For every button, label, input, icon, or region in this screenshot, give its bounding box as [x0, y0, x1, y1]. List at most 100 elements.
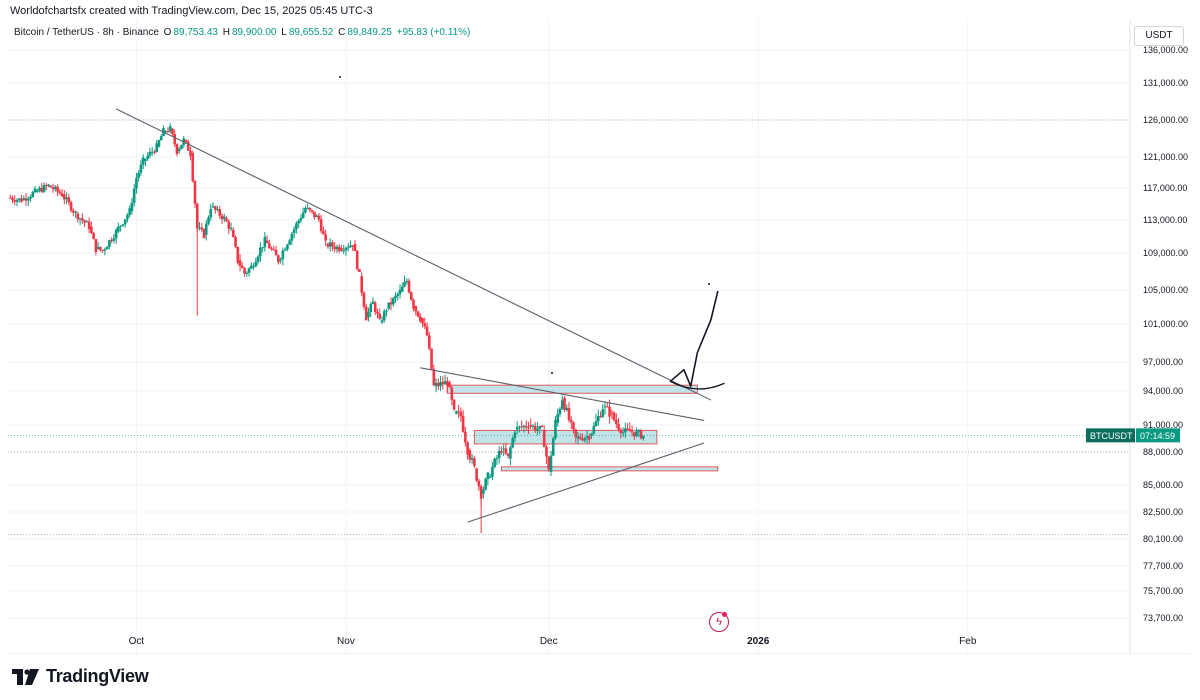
candle-body — [268, 243, 271, 249]
candle-body — [328, 242, 332, 247]
candle-body — [274, 249, 278, 256]
candle-body — [486, 472, 490, 480]
candle-body — [99, 246, 102, 251]
y-tick-label: 121,000.00 — [1143, 152, 1188, 162]
candle-body — [515, 427, 519, 430]
tradingview-logo-text: TradingView — [46, 666, 149, 686]
candle-body — [569, 420, 573, 423]
candle-body — [342, 250, 345, 252]
candle-body — [518, 426, 521, 428]
candle-body — [423, 323, 427, 327]
candle-body — [319, 219, 323, 232]
candle-body — [373, 302, 377, 313]
candle-body — [482, 489, 485, 494]
lightning-icon[interactable]: ϟ — [709, 612, 729, 632]
plot-background — [8, 20, 1130, 654]
candle-body — [511, 438, 514, 448]
y-tick-label: 91,000.00 — [1143, 420, 1183, 430]
trendline — [420, 367, 705, 422]
low-value: 89,655.52 — [288, 27, 334, 38]
y-tick-label: 77,700.00 — [1143, 561, 1183, 571]
candle-body — [69, 202, 73, 211]
candle-body — [40, 187, 44, 192]
candle-body — [139, 164, 143, 173]
candle-body — [65, 197, 68, 200]
candle-body — [533, 425, 537, 431]
candle-body — [506, 453, 510, 457]
candle-body — [376, 312, 379, 314]
candle-body — [391, 298, 395, 305]
candle-body — [164, 131, 168, 133]
candle-body — [437, 383, 440, 387]
notification-dot-icon — [722, 612, 727, 617]
candle-body — [590, 433, 593, 436]
candle-body — [563, 397, 566, 410]
candle-body — [94, 238, 98, 252]
support-resistance-zone — [500, 466, 719, 472]
x-tick-label: Feb — [959, 636, 977, 647]
open-value: 89,753.43 — [173, 27, 218, 38]
high-value: 89,900.00 — [231, 27, 277, 38]
candle-body — [455, 411, 458, 414]
candle-body — [491, 466, 494, 477]
candle-body — [536, 428, 539, 431]
candle-body — [241, 265, 244, 269]
tradingview-logo[interactable]: TradingView — [12, 666, 149, 687]
candle-body — [193, 180, 197, 204]
x-tick-label: Dec — [540, 636, 558, 647]
support-resistance-zone — [446, 384, 698, 394]
y-tick-label: 73,700.00 — [1143, 613, 1183, 623]
candle-body — [428, 335, 431, 349]
candle-body — [234, 237, 237, 247]
candle-body — [304, 208, 307, 213]
candle-body — [38, 187, 41, 191]
candle-body — [47, 184, 50, 186]
candle-body — [439, 382, 442, 387]
candle-body — [425, 326, 429, 336]
candle-body — [610, 412, 614, 414]
candle-body — [346, 247, 350, 249]
candle-body — [148, 152, 152, 156]
candle-body — [283, 249, 287, 251]
candle-body — [195, 203, 199, 229]
support-resistance-zone — [473, 429, 658, 445]
candle-body — [26, 198, 30, 201]
candle-body — [35, 190, 39, 192]
candle-body — [189, 150, 192, 156]
candle-body — [177, 149, 181, 152]
candle-body — [263, 236, 267, 248]
candle-body — [310, 210, 314, 212]
candle-body — [587, 436, 591, 440]
candle-body — [475, 468, 478, 481]
candle-body — [297, 220, 300, 224]
y-tick-label: 117,000.00 — [1143, 183, 1187, 193]
currency-button[interactable]: USDT — [1134, 26, 1184, 46]
candle-body — [33, 188, 37, 193]
candle-body — [17, 198, 21, 200]
y-tick-label: 109,000.00 — [1143, 248, 1188, 258]
candle-body — [387, 302, 391, 309]
candle-body — [495, 458, 499, 460]
candle-body — [407, 280, 411, 293]
trendline — [115, 108, 712, 401]
candle-body — [299, 218, 303, 221]
candle-body — [513, 432, 517, 439]
candle-body — [24, 198, 28, 201]
candle-body — [441, 382, 445, 385]
candle-body — [358, 269, 361, 272]
candle-body — [119, 225, 122, 227]
candle-body — [538, 426, 542, 429]
candle-body — [315, 215, 318, 218]
candlestick-chart[interactable]: 136,000.00 131,000.00 126,000.00 121,000.00… — [8, 20, 1190, 654]
symbol-name[interactable]: Bitcoin / TetherUS · 8h · Binance — [14, 27, 159, 38]
candle-body — [166, 131, 170, 133]
candle-body — [218, 209, 222, 216]
candle-body — [186, 141, 190, 151]
candle-body — [252, 266, 255, 268]
candle-body — [191, 153, 195, 181]
candle-body — [565, 407, 569, 410]
candle-body — [414, 306, 418, 312]
candle-body — [617, 424, 620, 430]
chart-area[interactable]: 136,000.00 131,000.00 126,000.00 121,000.00… — [8, 20, 1190, 654]
candle-body — [301, 212, 305, 219]
